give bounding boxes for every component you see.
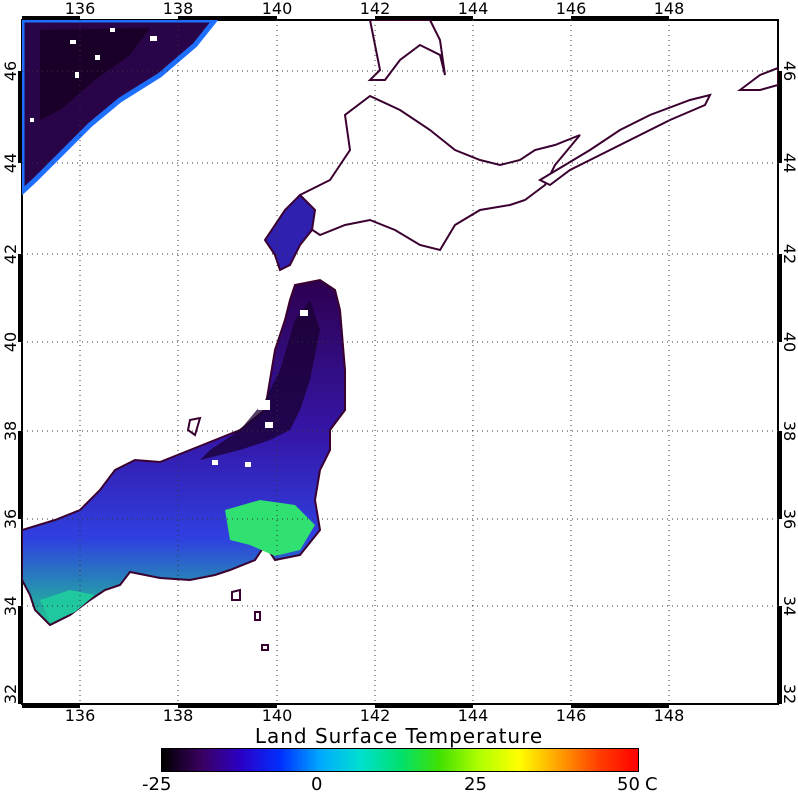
kanto-plain [225, 500, 315, 556]
sado-island [186, 416, 202, 437]
lat-labels-left: 46 44 42 40 38 36 34 32 [1, 61, 20, 704]
lat-tick-label: 32 [1, 684, 20, 704]
lat-tick-label: 34 [1, 596, 20, 616]
lon-labels-bottom: 136 138 140 142 144 146 148 [65, 706, 685, 725]
lat-tick-label: 44 [1, 153, 20, 173]
frame-ticks [18, 16, 782, 708]
lon-tick-label: 138 [163, 706, 194, 725]
lon-tick-label: 148 [654, 706, 685, 725]
lat-tick-label: 36 [1, 509, 20, 529]
lat-tick-label: 44 [780, 153, 798, 173]
lon-tick-label: 144 [458, 706, 489, 725]
izu-islands [231, 588, 269, 651]
lat-tick-label: 40 [1, 332, 20, 352]
lon-tick-label: 140 [262, 0, 293, 18]
lat-tick-label: 36 [780, 509, 798, 529]
lat-tick-label: 46 [1, 61, 20, 81]
colorbar-label-max: 50 [617, 774, 640, 795]
central-mountains [200, 300, 320, 460]
colorbar-label-zero: 0 [311, 774, 323, 795]
lat-tick-label: 34 [780, 596, 798, 616]
sakhalin-outline [367, 20, 446, 81]
colorbar [161, 748, 639, 772]
snow-patches [212, 310, 308, 467]
lon-tick-label: 142 [360, 706, 391, 725]
lat-tick-label: 42 [780, 244, 798, 264]
colorbar-title: Land Surface Temperature [254, 724, 544, 748]
lat-tick-label: 38 [1, 421, 20, 441]
siberia-highlands [40, 28, 150, 120]
lat-tick-label: 32 [780, 684, 798, 704]
colorbar-label-mid: 25 [464, 774, 487, 795]
lat-tick-label: 42 [1, 244, 20, 264]
colorbar-label-min: -25 [142, 774, 172, 795]
oshima-peninsula [263, 193, 317, 272]
colorbar-unit: C [645, 774, 658, 795]
siberia-snow-patches [30, 28, 157, 122]
lon-tick-label: 136 [65, 0, 96, 18]
graticule [22, 20, 778, 704]
lon-tick-label: 142 [360, 0, 391, 18]
lon-tick-label: 144 [458, 0, 489, 18]
lat-tick-label: 40 [780, 332, 798, 352]
lat-tick-label: 46 [780, 61, 798, 81]
lon-tick-label: 136 [65, 706, 96, 725]
lon-labels-top: 136 138 140 142 144 146 148 [65, 0, 685, 18]
lon-tick-label: 148 [654, 0, 685, 18]
lon-tick-label: 138 [163, 0, 194, 18]
kuril-islands [537, 66, 778, 187]
lon-tick-label: 146 [556, 0, 587, 18]
lon-tick-label: 140 [262, 706, 293, 725]
lat-labels-right: 46 44 42 40 38 36 34 32 [780, 61, 798, 704]
lat-tick-label: 38 [780, 421, 798, 441]
lon-tick-label: 146 [556, 706, 587, 725]
hokkaido-outline [298, 94, 581, 252]
